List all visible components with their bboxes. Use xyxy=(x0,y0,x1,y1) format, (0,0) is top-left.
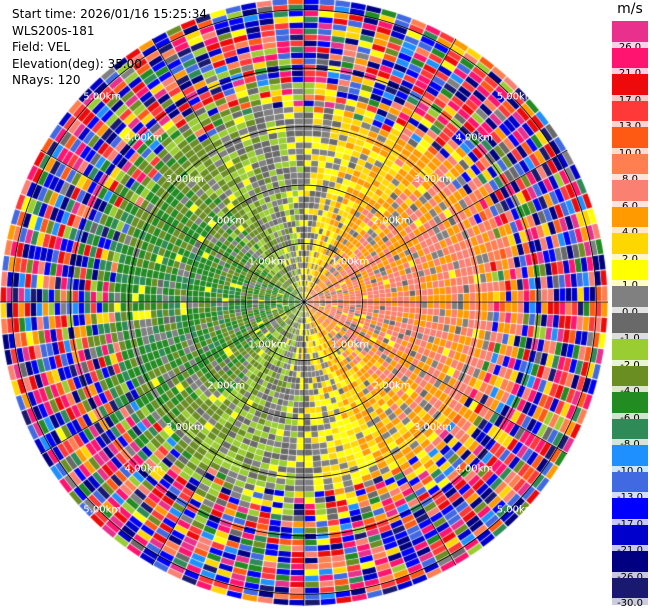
range-ring-label: 2.00km xyxy=(373,381,411,392)
start-time-text: Start time: 2026/01/16 15:25:34 xyxy=(12,7,207,21)
scan-info-panel: Start time: 2026/01/16 15:25:34 WLS200s-… xyxy=(12,6,207,89)
range-ring-label: 1.00km xyxy=(249,257,287,268)
azimuth-spoke xyxy=(151,301,305,566)
nrays-text: NRays: 120 xyxy=(12,73,81,87)
range-ring-label: 1.00km xyxy=(331,257,369,268)
range-ring xyxy=(245,243,363,361)
range-ring-label: 2.00km xyxy=(373,215,411,226)
elevation-text: Elevation(deg): 35.00 xyxy=(12,56,142,71)
range-ring-label: 3.00km xyxy=(414,422,452,433)
range-ring-label: 3.00km xyxy=(414,174,452,185)
range-ring-label: 3.00km xyxy=(166,422,204,433)
azimuth-spoke xyxy=(40,301,305,455)
range-ring-label: 2.00km xyxy=(207,381,245,392)
range-ring-label: 5.00km xyxy=(83,505,121,516)
azimuth-spoke xyxy=(303,301,568,455)
range-ring-label: 4.00km xyxy=(455,133,493,144)
range-ring-label: 4.00km xyxy=(125,133,163,144)
range-ring xyxy=(11,9,597,595)
azimuth-spoke xyxy=(40,149,305,303)
range-ring xyxy=(186,184,422,420)
range-ring xyxy=(69,67,539,537)
velocity-colorbar: 26.021.017.013.010.08.06.04.02.01.00.0-1… xyxy=(612,21,648,610)
device-name-text: WLS200s-181 xyxy=(12,23,95,38)
colorbar-unit: m/s xyxy=(617,1,643,17)
azimuth-spoke xyxy=(303,149,568,303)
field-text: Field: VEL xyxy=(12,40,71,54)
azimuth-spoke xyxy=(303,301,457,566)
range-ring-label: 1.00km xyxy=(249,339,287,350)
range-ring xyxy=(128,126,480,478)
range-ring-label: 1.00km xyxy=(331,339,369,350)
azimuth-spoke xyxy=(151,38,305,303)
range-ring-label: 3.00km xyxy=(166,174,204,185)
range-ring-label: 5.00km xyxy=(83,91,121,102)
range-ring-label: 5.00km xyxy=(497,505,535,516)
colorbar-tick-label: -30.0 xyxy=(612,598,648,610)
azimuth-spoke xyxy=(303,38,457,303)
range-ring-label: 4.00km xyxy=(125,463,163,474)
range-ring-label: 5.00km xyxy=(497,91,535,102)
range-ring-label: 2.00km xyxy=(207,215,245,226)
range-ring-label: 4.00km xyxy=(455,463,493,474)
